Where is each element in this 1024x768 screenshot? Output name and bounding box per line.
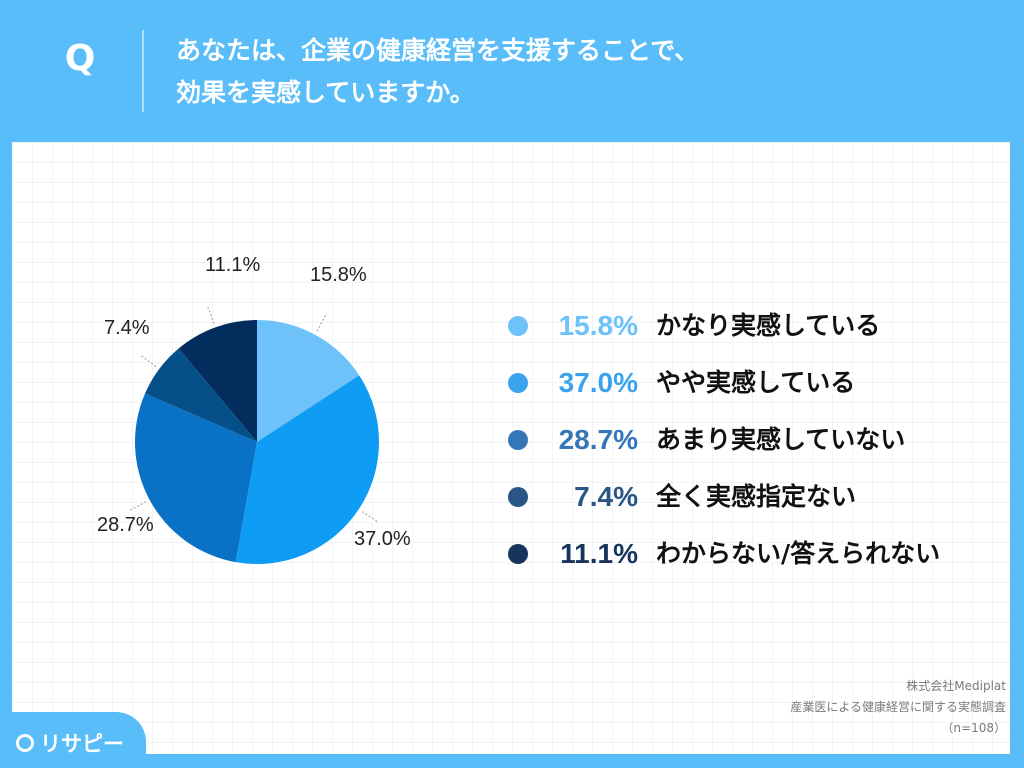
source-note: 株式会社Mediplat 産業医による健康経営に関する実態調査 （n=108）: [790, 676, 1006, 739]
legend-label: やや実感している: [656, 368, 856, 397]
legend-dot-icon: [508, 487, 528, 507]
legend-value: 15.8%: [558, 310, 638, 341]
logo-icon: [16, 734, 34, 752]
header-banner: Q あなたは、企業の健康経営を支援することで、 効果を実感していますか。: [0, 0, 1024, 140]
legend-label: 全く実感指定ない: [656, 482, 857, 511]
pie-slice: [235, 375, 379, 564]
legend-label: かなり実感している: [656, 311, 881, 340]
legend-label: あまり実感していない: [656, 425, 906, 454]
legend-value: 11.1%: [560, 538, 638, 569]
legend-value: 37.0%: [558, 367, 638, 398]
logo-text: リサピー: [40, 732, 124, 756]
leader-line: [316, 313, 327, 332]
source-sample: （n=108）: [941, 721, 1006, 735]
legend-dot-icon: [508, 316, 528, 336]
question-line-1: あなたは、企業の健康経営を支援することで、: [176, 36, 700, 65]
legend-dot-icon: [508, 430, 528, 450]
legend-item: 7.4% 全く実感指定ない: [506, 478, 986, 535]
legend-dot-icon: [508, 373, 528, 393]
legend-value: 7.4%: [574, 481, 638, 512]
leader-line: [206, 304, 215, 324]
chart-legend: 15.8% かなり実感している 37.0% やや実感している 28.7% あまり…: [506, 307, 986, 592]
question-title: あなたは、企業の健康経営を支援することで、 効果を実感していますか。: [176, 30, 699, 114]
legend-label: わからない/答えられない: [656, 539, 941, 568]
slice-label: 28.7%: [97, 514, 154, 536]
slice-label: 37.0%: [354, 528, 411, 550]
source-company: 株式会社Mediplat: [906, 679, 1006, 693]
source-survey: 産業医による健康経営に関する実態調査: [790, 700, 1006, 714]
legend-item: 11.1% わからない/答えられない: [506, 535, 986, 592]
legend-item: 15.8% かなり実感している: [506, 307, 986, 364]
legend-item: 37.0% やや実感している: [506, 364, 986, 421]
pie-slice: [134, 393, 257, 563]
legend-value: 28.7%: [558, 424, 638, 455]
pie-slice: [145, 348, 257, 442]
slice-label: 7.4%: [104, 317, 150, 339]
chart-panel: 15.8% 37.0% 28.7% 7.4% 11.1% 15.8% かなり実感している…: [12, 142, 1010, 754]
pie-slice: [178, 320, 257, 442]
pie-chart: 15.8% 37.0% 28.7% 7.4% 11.1%: [97, 254, 411, 564]
slice-label: 15.8%: [310, 264, 367, 286]
question-mark: Q: [64, 38, 96, 79]
leader-line: [361, 511, 380, 523]
question-line-2: 効果を実感していますか。: [176, 78, 475, 107]
slice-label: 11.1%: [205, 254, 260, 276]
leader-line: [139, 354, 157, 368]
brand-logo[interactable]: リサピー: [0, 712, 146, 768]
legend-dot-icon: [508, 544, 528, 564]
leader-line: [128, 501, 147, 512]
header-divider: [142, 30, 144, 112]
legend-item: 28.7% あまり実感していない: [506, 421, 986, 478]
pie-slice: [257, 320, 360, 442]
